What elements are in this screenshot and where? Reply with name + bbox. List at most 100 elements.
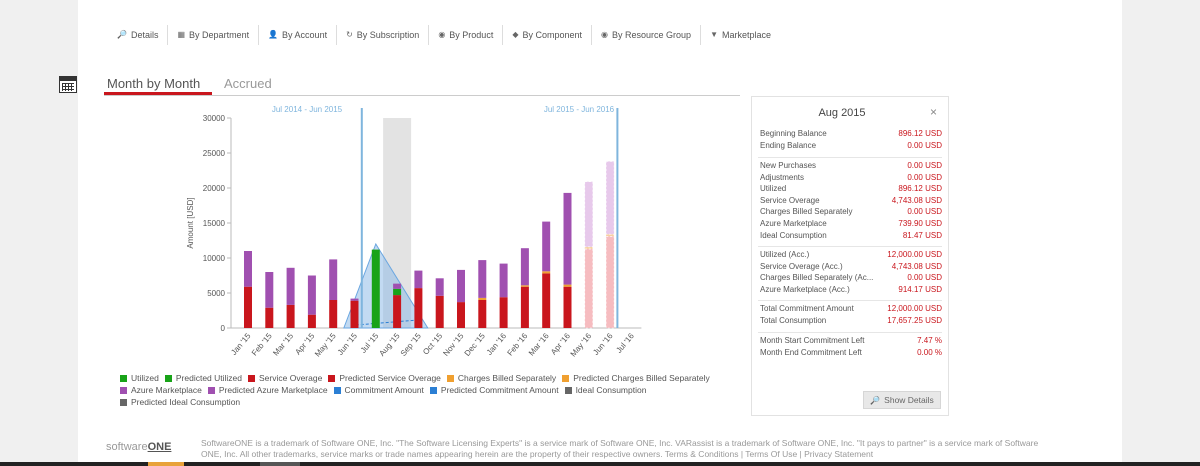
bar-segment (457, 302, 465, 328)
bar-segment (307, 275, 316, 315)
bar-segment (244, 251, 252, 287)
tab-accrued[interactable]: Accrued (224, 76, 272, 91)
x-tick-label: Jan '16 (485, 331, 509, 357)
legend-item[interactable]: Service Overage (248, 373, 322, 384)
legend-label: Utilized (131, 373, 159, 383)
bar-segment (478, 300, 487, 328)
show-details-button[interactable]: 🔎 Show Details (863, 391, 941, 409)
panel-row: Total Consumption 17,657.25 USD (760, 316, 942, 327)
legend-item[interactable]: Commitment Amount (333, 385, 424, 396)
y-tick-label: 5000 (207, 289, 225, 298)
panel-row-label: Azure Marketplace (Acc.) (760, 284, 850, 294)
nav-by-department[interactable]: ▦ By Department (168, 25, 260, 45)
panel-row-value: 12,000.00 USD (887, 250, 942, 259)
nav-marketplace[interactable]: ▼ Marketplace (701, 25, 780, 45)
legend-item[interactable]: Predicted Azure Marketplace (207, 385, 328, 396)
legend-label: Service Overage (259, 373, 323, 383)
panel-row: Charges Billed Separately (Ac... 0.00 USD (760, 273, 942, 284)
panel-row: Ending Balance 0.00 USD (760, 141, 942, 152)
bar-segment (584, 181, 594, 248)
bar-segment (499, 297, 508, 328)
panel-row-value: 0.00 USD (907, 207, 942, 217)
nav-by-subscription[interactable]: ↻ By Subscription (337, 25, 430, 45)
nav-by-account[interactable]: 👤 By Account (259, 25, 338, 45)
panel-row: Ideal Consumption 81.47 USD (760, 231, 942, 242)
nav-label: Details (130, 30, 159, 40)
panel-row-label: Ideal Consumption (760, 230, 827, 240)
x-tick-label: Aug '15 (377, 331, 402, 358)
x-tick-label: May '15 (313, 331, 338, 358)
nav-by-product[interactable]: ◉ By Product (429, 25, 504, 45)
panel-separator (758, 157, 942, 158)
panel-separator (758, 246, 942, 247)
legend-swatch (120, 399, 127, 406)
panel-row: Azure Marketplace (Acc.) 914.17 USD (760, 285, 942, 296)
bar-segment (542, 221, 551, 272)
panel-row-value: 12,000.00 USD (887, 304, 942, 313)
bar-segment (393, 288, 402, 296)
bar-segment (584, 246, 594, 250)
bar-segment (286, 267, 295, 305)
show-details-label: Show Details (884, 395, 934, 405)
cube-icon: ◉ (601, 30, 609, 39)
y-tick-label: 20000 (203, 184, 226, 193)
panel-title: Aug 2015 (818, 107, 866, 119)
magnifier-icon: 🔎 (117, 30, 127, 39)
bar-segment (605, 161, 615, 235)
legend-item[interactable]: Ideal Consumption (564, 385, 646, 396)
building-icon: ▦ (177, 30, 186, 39)
nav-label: By Subscription (356, 30, 420, 40)
y-tick-label: 25000 (203, 149, 226, 158)
nav-details[interactable]: 🔎 Details (108, 25, 169, 45)
legend-item[interactable]: Predicted Charges Billed Separately (562, 373, 710, 384)
legend-item[interactable]: Predicted Utilized (164, 373, 243, 384)
panel-row: Total Commitment Amount 12,000.00 USD (760, 304, 942, 315)
monthly-chart: 0 5000 10000 15000 20000 25000 30000 Amount [US… (186, 105, 642, 359)
calendar-icon[interactable] (59, 76, 77, 93)
nav-by-component[interactable]: ◆ By Component (503, 25, 593, 45)
legend-label: Predicted Utilized (175, 373, 243, 383)
nav-by-resource-group[interactable]: ◉ By Resource Group (592, 25, 702, 45)
month-detail-panel: Aug 2015 × Beginning Balance 896.12 USD En… (751, 96, 949, 416)
panel-separator (758, 332, 942, 333)
x-tick-label: Sep '15 (399, 331, 424, 358)
refresh-icon: ↻ (346, 30, 353, 39)
legend-item[interactable]: Predicted Service Overage (328, 373, 441, 384)
x-tick-label: Jun '15 (336, 331, 360, 357)
close-icon[interactable]: × (930, 105, 938, 119)
bar-segment (520, 248, 529, 286)
bar-segment (478, 260, 487, 298)
bar-segment (499, 263, 508, 298)
bar-segment (350, 300, 359, 328)
panel-row-value: 7.47 % (917, 336, 942, 345)
footer-text: SoftwareONE is a trademark of Software O… (201, 438, 1039, 459)
legend-item[interactable]: Charges Billed Separately (446, 373, 556, 384)
legend-swatch (564, 387, 572, 394)
panel-row-label: Ending Balance (760, 140, 817, 150)
panel-row-value: 0.00 % (917, 347, 942, 357)
bar-segment (435, 295, 444, 328)
legend-item[interactable]: Predicted Commitment Amount (429, 385, 559, 396)
legend-swatch (333, 387, 341, 394)
panel-row: Service Overage (Acc.) 4,743.08 USD (760, 262, 942, 273)
legend-item[interactable]: Utilized (120, 373, 159, 384)
nav-label: By Product (449, 30, 494, 40)
report-nav: 🔎 Details ▦ By Department 👤 By Account ↻ By Sub… (108, 25, 780, 45)
softwareone-logo: softwareONE (106, 441, 172, 453)
bar-segment (329, 259, 338, 300)
legend-swatch (207, 387, 215, 394)
legend-swatch (562, 375, 570, 382)
bar-segment (478, 297, 487, 300)
legend-item[interactable]: Predicted Ideal Consumption (120, 397, 240, 408)
panel-row-value: 4,743.08 USD (891, 195, 942, 205)
panel-row-value: 896.12 USD (898, 129, 942, 138)
panel-row-value: 896.12 USD (898, 184, 942, 194)
bar-segment (307, 314, 316, 328)
tab-month-by-month[interactable]: Month by Month (107, 76, 201, 91)
legend-swatch (429, 387, 437, 394)
legend-swatch (248, 375, 256, 382)
y-tick-label: 0 (221, 324, 226, 333)
legend-item[interactable]: Azure Marketplace (120, 385, 202, 396)
panel-row-label: Utilized (760, 184, 787, 194)
y-tick-label: 30000 (203, 114, 226, 123)
